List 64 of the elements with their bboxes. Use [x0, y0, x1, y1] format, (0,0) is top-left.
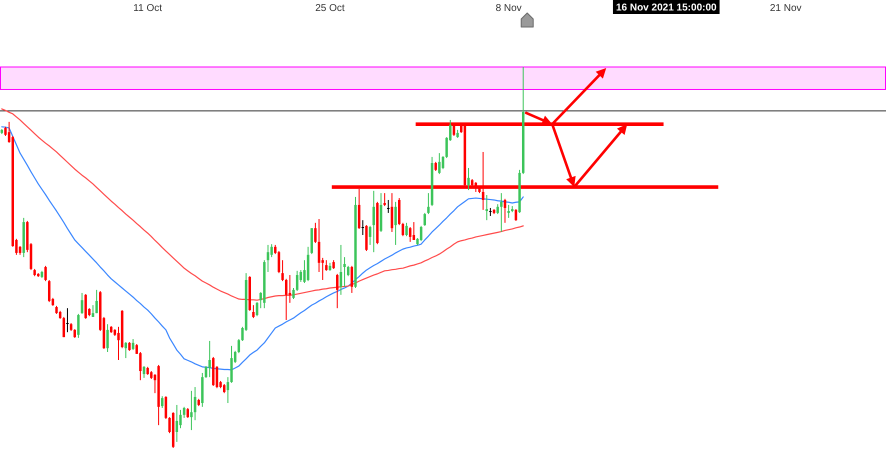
candlestick [434, 161, 437, 172]
candlestick [500, 192, 503, 232]
candlestick [84, 294, 87, 320]
candlestick [186, 407, 190, 418]
candlestick [467, 167, 470, 191]
candlestick [383, 192, 386, 207]
x-tick-label: 21 Nov [770, 3, 802, 14]
candlestick [230, 345, 233, 384]
candlestick [80, 292, 84, 314]
candlestick [504, 198, 506, 224]
candlestick [325, 260, 328, 272]
candlestick [164, 396, 168, 420]
candlestick [66, 308, 69, 333]
candlestick [314, 222, 317, 244]
candlestick [412, 222, 416, 240]
candlestick [92, 304, 94, 318]
candlestick [507, 204, 510, 218]
candlestick [408, 226, 412, 242]
candlestick [398, 198, 400, 226]
candlestick [394, 201, 397, 246]
candlestick [496, 204, 499, 215]
candlestick [420, 225, 422, 242]
candlestick [62, 316, 66, 338]
x-tick-label: 8 Nov [496, 3, 522, 14]
candlestick [266, 244, 270, 272]
candlestick [514, 208, 518, 222]
candlestick [486, 194, 488, 221]
candlestick [226, 376, 230, 404]
candlestick [350, 265, 354, 294]
candlestick [161, 396, 164, 408]
candlestick [387, 199, 390, 214]
candlestick [176, 404, 178, 442]
candlestick [438, 152, 441, 175]
x-tick-label: 11 Oct [133, 3, 162, 14]
candlestick [390, 192, 394, 232]
candlestick [208, 340, 211, 378]
candlestick [124, 342, 128, 359]
candlestick [288, 274, 292, 304]
candlestick [362, 220, 364, 236]
candlestick [48, 279, 50, 303]
candlestick [402, 222, 404, 237]
candlestick [106, 324, 109, 352]
candlestick [427, 192, 430, 215]
candlestick [77, 313, 80, 338]
candlestick [95, 289, 98, 314]
candlestick [405, 222, 408, 237]
candlestick [222, 383, 226, 394]
candlestick [343, 256, 346, 288]
candlestick [270, 244, 273, 258]
candlestick [296, 270, 298, 292]
candlestick [44, 265, 47, 282]
candlestick [182, 406, 186, 418]
text: 16 Nov 2021 15:00:00 [616, 2, 718, 14]
candlestick [336, 273, 339, 309]
candlestick [132, 338, 134, 351]
candlestick [142, 366, 146, 378]
candlestick [252, 304, 255, 319]
candlestick [346, 265, 350, 277]
x-tick-label: 25 Oct [315, 3, 345, 14]
candlestick [424, 212, 426, 226]
candlestick [372, 190, 375, 253]
candlestick [340, 244, 342, 296]
candlestick [194, 386, 196, 421]
candlestick [190, 390, 193, 431]
